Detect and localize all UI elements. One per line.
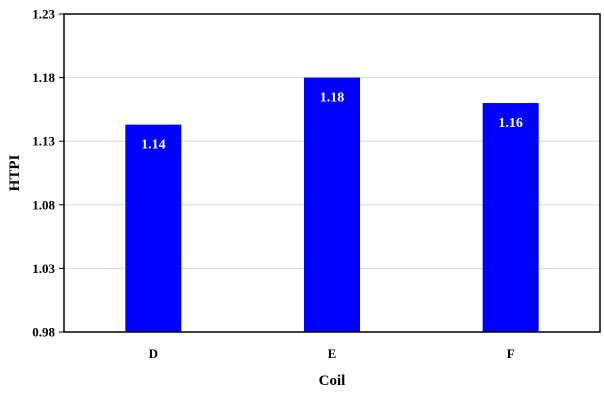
bar-f: [482, 103, 539, 332]
data-label-d: 1.14: [141, 138, 166, 153]
y-axis-title: HTPI: [7, 155, 23, 192]
bars-group: 1.14 1.18 1.16: [125, 77, 539, 332]
y-tick-label: 0.98: [32, 325, 55, 340]
x-tick-label-d: D: [149, 346, 158, 361]
y-tick-label: 1.08: [32, 197, 55, 212]
x-axis-title: Coil: [319, 373, 346, 389]
x-tick-label-f: F: [507, 346, 515, 361]
data-label-f: 1.16: [498, 116, 523, 131]
bar-d: [125, 124, 182, 332]
y-tick-label: 1.23: [32, 7, 55, 22]
data-label-e: 1.18: [320, 91, 345, 106]
y-tick-label: 1.18: [32, 70, 55, 85]
x-tick-labels: D E F: [149, 346, 515, 361]
x-tick-label-e: E: [328, 346, 337, 361]
y-tick-labels: 0.98 1.03 1.08 1.13 1.18 1.23: [32, 7, 64, 340]
bar-e: [304, 77, 360, 332]
y-tick-label: 1.13: [32, 134, 55, 149]
y-tick-label: 1.03: [32, 261, 55, 276]
plot-frame: [63, 13, 601, 333]
